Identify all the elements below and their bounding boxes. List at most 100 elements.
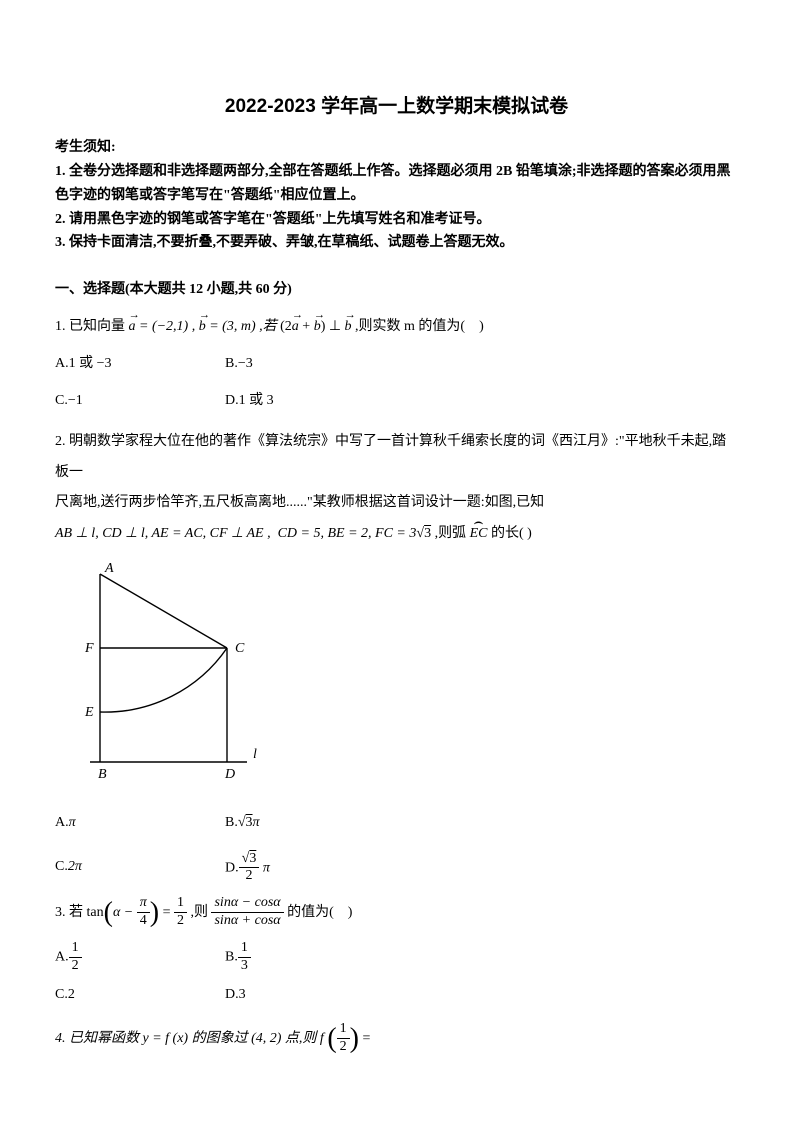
q3-optC-text: 2 — [68, 987, 75, 1002]
q4-text: 4. 已知幂函数 y = f (x) 的图象过 (4, 2) 点,则 f (12… — [55, 1031, 370, 1046]
q1-options-row1: A.1 或 −3 B.−3 — [55, 349, 738, 380]
q2-optC-label: C. — [55, 859, 68, 874]
q3-half-num: 1 — [174, 895, 187, 913]
q3-half-den: 2 — [174, 913, 187, 930]
q3-optB-den: 3 — [238, 958, 251, 975]
instruction-2: 2. 请用黑色字迹的钢笔或答字笔在"答题纸"上先填写姓名和准考证号。 — [55, 208, 738, 232]
q1-option-d: D.1 或 3 — [225, 386, 395, 417]
q1-option-a: A.1 或 −3 — [55, 349, 225, 380]
q3-half: 12 — [174, 895, 187, 930]
q3-optA-frac: 12 — [69, 940, 82, 975]
q1-option-c: C.−1 — [55, 386, 225, 417]
q3-optB-label: B. — [225, 949, 238, 964]
q2-optB-sqrt: 3 — [246, 815, 253, 830]
q3-option-a: A.12 — [55, 940, 225, 975]
sqrt-icon: √ — [416, 526, 424, 541]
arc-ec-icon: EC — [470, 519, 488, 550]
geometry-diagram: A F C E B D l — [55, 562, 265, 787]
q3-optA-num: 1 — [69, 940, 82, 958]
q2-line1: 2. 明朝数学家程大位在他的著作《算法统宗》中写了一首计算秋千绳索长度的词《西江… — [55, 427, 738, 489]
vector-b3-icon: b — [345, 312, 352, 343]
q3-num: sinα − cosα — [211, 895, 283, 913]
question-1: 1. 已知向量 a = (−2,1) , b = (3, m) ,若 (2a +… — [55, 312, 738, 416]
label-d: D — [224, 767, 235, 782]
q2-option-b: B.√3π — [225, 808, 395, 839]
vector-b-icon: b — [199, 312, 206, 343]
q3-pi4: π4 — [137, 895, 150, 930]
q1-optC-label: C. — [55, 393, 68, 408]
q2-option-c: C.2π — [55, 852, 225, 883]
q3-alpha: α − — [113, 905, 137, 920]
line-ac — [100, 574, 227, 648]
q1-optB-label: B. — [225, 356, 238, 371]
q3-option-b: B.13 — [225, 940, 395, 975]
label-c: C — [235, 641, 245, 656]
q2-optA-label: A. — [55, 815, 69, 830]
q1-tail: ,则实数 m 的值为( ) — [352, 319, 484, 334]
q2-line3-pre: AB ⊥ l, CD ⊥ l, AE = AC, CF ⊥ AE , CD = … — [55, 526, 416, 541]
q3-eq: = — [159, 905, 174, 920]
q3-text: 3. 若 tan(α − π4) = 12 ,则 sinα − cosαsinα… — [55, 905, 352, 920]
q3-optC-label: C. — [55, 987, 68, 1002]
sqrt-icon-b: √ — [238, 815, 246, 830]
section-1-header: 一、选择题(本大题共 12 小题,共 60 分) — [55, 277, 738, 302]
vector-b2-icon: b — [314, 312, 321, 343]
label-f: F — [84, 641, 94, 656]
q1-a-eq: = (−2,1) , — [136, 319, 199, 334]
instruction-1: 1. 全卷分选择题和非选择题两部分,全部在答题纸上作答。选择题必须用 2B 铅笔… — [55, 160, 738, 208]
q2-line3-end: 的长( ) — [487, 526, 531, 541]
q3-four: 4 — [137, 913, 150, 930]
q1-optA-label: A. — [55, 356, 69, 371]
q1-b-eq: = (3, m) ,若 — [206, 319, 280, 334]
q2-optD-den: 2 — [239, 868, 260, 885]
q1-optD-label: D. — [225, 393, 239, 408]
q2-optD-num: √3 — [239, 851, 260, 869]
arc-ec — [100, 648, 227, 712]
q3-option-c: C.2 — [55, 980, 225, 1011]
q3-prefix: 3. 若 tan — [55, 905, 104, 920]
q2-diagram: A F C E B D l — [55, 562, 738, 800]
q3-options-row2: C.2 D.3 — [55, 980, 738, 1011]
question-3: 3. 若 tan(α − π4) = 12 ,则 sinα − cosαsinα… — [55, 895, 738, 1011]
q1-optD-text: 1 或 3 — [239, 393, 274, 408]
q2-line2: 尺离地,送行两步恰竿齐,五尺板高离地......"某教师根据这首词设计一题:如图… — [55, 488, 738, 519]
q3-optA-label: A. — [55, 949, 69, 964]
q3-then: ,则 — [187, 905, 212, 920]
q2-optD-frac: √32 — [239, 851, 260, 886]
q2-line3: AB ⊥ l, CD ⊥ l, AE = AC, CF ⊥ AE , CD = … — [55, 519, 738, 550]
label-a: A — [104, 562, 114, 576]
q2-option-a: A.π — [55, 808, 225, 839]
q2-optD-sqrt: 3 — [249, 851, 256, 866]
q3-optB-num: 1 — [238, 940, 251, 958]
q3-pi: π — [137, 895, 150, 913]
q2-line3-post: ,则弧 — [431, 526, 470, 541]
q2-options-row1: A.π B.√3π — [55, 808, 738, 839]
q1-optC-text: −1 — [68, 393, 83, 408]
q3-optD-label: D. — [225, 987, 239, 1002]
q2-optD-label: D. — [225, 860, 239, 875]
q3-optD-text: 3 — [239, 987, 246, 1002]
q3-den: sinα + cosα — [211, 913, 283, 930]
lparen-icon: ( — [104, 897, 113, 928]
q1-text: 1. 已知向量 a = (−2,1) , b = (3, m) ,若 (2a +… — [55, 319, 484, 334]
q3-mainfrac: sinα − cosαsinα + cosα — [211, 895, 283, 930]
q4-half-den: 2 — [337, 1039, 350, 1056]
q4-prefix: 4. 已知幂函数 y = f (x) 的图象过 (4, 2) 点,则 f — [55, 1031, 327, 1046]
q3-optB-frac: 13 — [238, 940, 251, 975]
q4-half-num: 1 — [337, 1021, 350, 1039]
label-b: B — [98, 767, 107, 782]
label-l: l — [253, 747, 257, 762]
q1-options-row2: C.−1 D.1 或 3 — [55, 386, 738, 417]
q3-optA-den: 2 — [69, 958, 82, 975]
q2-optC-text: 2π — [68, 859, 82, 874]
q3-option-d: D.3 — [225, 980, 395, 1011]
q2-optB-label: B. — [225, 815, 238, 830]
vector-a-icon: a — [129, 312, 136, 343]
q1-optA-text: 1 或 −3 — [69, 356, 112, 371]
q2-options-row2: C.2π D.√32 π — [55, 851, 738, 886]
q1-prefix: 1. 已知向量 — [55, 319, 129, 334]
instruction-3: 3. 保持卡面清洁,不要折叠,不要弄破、弄皱,在草稿纸、试题卷上答题无效。 — [55, 231, 738, 255]
q3-options-row1: A.12 B.13 — [55, 940, 738, 975]
q1-optB-text: −3 — [238, 356, 253, 371]
q4-tail: = — [359, 1031, 370, 1046]
